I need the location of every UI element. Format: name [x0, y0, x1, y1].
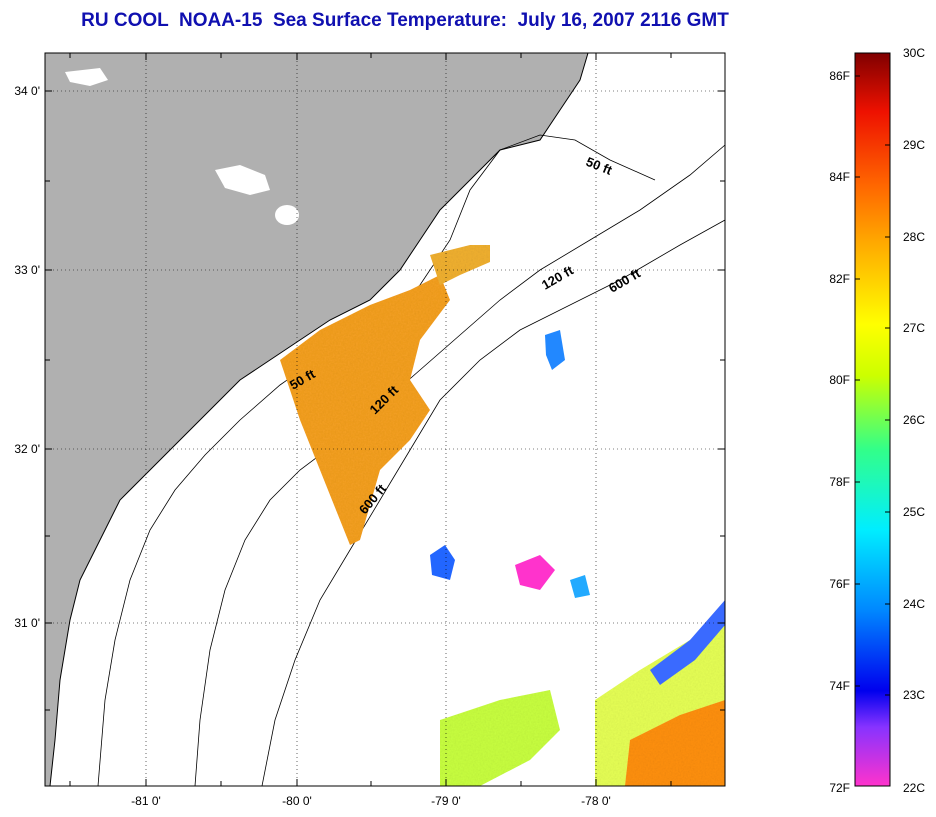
lat-label: 33 0' — [14, 263, 40, 277]
colorbar-c-label: 23C — [903, 688, 925, 702]
sst-patch-blue-3 — [570, 575, 590, 598]
colorbar-gradient — [854, 52, 891, 787]
sst-patch-magenta-1 — [515, 555, 555, 590]
lat-label: 32 0' — [14, 442, 40, 456]
colorbar-c-label: 22C — [903, 781, 925, 795]
sst-swath-southeast-warm — [625, 700, 725, 786]
lon-label: -80 0' — [282, 794, 312, 808]
lon-label: -78 0' — [581, 794, 611, 808]
map-title: RU COOL NOAA-15 Sea Surface Temperature:… — [81, 10, 729, 31]
colorbar-f-label: 82F — [829, 272, 850, 286]
lon-label: -79 0' — [431, 794, 461, 808]
coastline — [49, 53, 589, 786]
graticule — [45, 53, 725, 786]
lake-1 — [215, 165, 270, 195]
colorbar-c-label: 28C — [903, 230, 925, 244]
lake-2 — [275, 205, 299, 225]
colorbar-c-label: 27C — [903, 321, 925, 335]
colorbar-c-label: 29C — [903, 138, 925, 152]
sst-patch-blue-1 — [430, 545, 455, 580]
sst-patch-blue-2 — [545, 330, 565, 370]
contour-600ft — [261, 219, 725, 786]
colorbar: 86F 84F 82F 80F 78F 76F 74F 72F 30C 29C … — [829, 46, 925, 795]
colorbar-c-label: 24C — [903, 597, 925, 611]
colorbar-f-label: 72F — [829, 781, 850, 795]
sst-cool-edge — [650, 600, 725, 685]
colorbar-f-label: 78F — [829, 475, 850, 489]
lat-label: 34 0' — [14, 84, 40, 98]
lake-3 — [65, 68, 108, 86]
colorbar-f-label: 80F — [829, 373, 850, 387]
colorbar-f-label: 86F — [829, 69, 850, 83]
colorbar-c-label: 30C — [903, 46, 925, 60]
sst-swath-south — [440, 690, 560, 786]
land-mass — [45, 53, 588, 786]
map-frame — [44, 52, 726, 787]
colorbar-f-label: 76F — [829, 577, 850, 591]
colorbar-f-label: 84F — [829, 170, 850, 184]
lon-label: -81 0' — [131, 794, 161, 808]
lat-label: 31 0' — [14, 616, 40, 630]
sst-swath-north — [430, 245, 490, 285]
map-panel: 50 ft 120 ft 600 ft 50 ft 120 ft 600 ft — [45, 53, 725, 786]
frame-ticks — [45, 53, 725, 786]
colorbar-c-label: 26C — [903, 413, 925, 427]
sst-swath-warm — [280, 275, 450, 545]
colorbar-f-label: 74F — [829, 679, 850, 693]
colorbar-c-label: 25C — [903, 505, 925, 519]
